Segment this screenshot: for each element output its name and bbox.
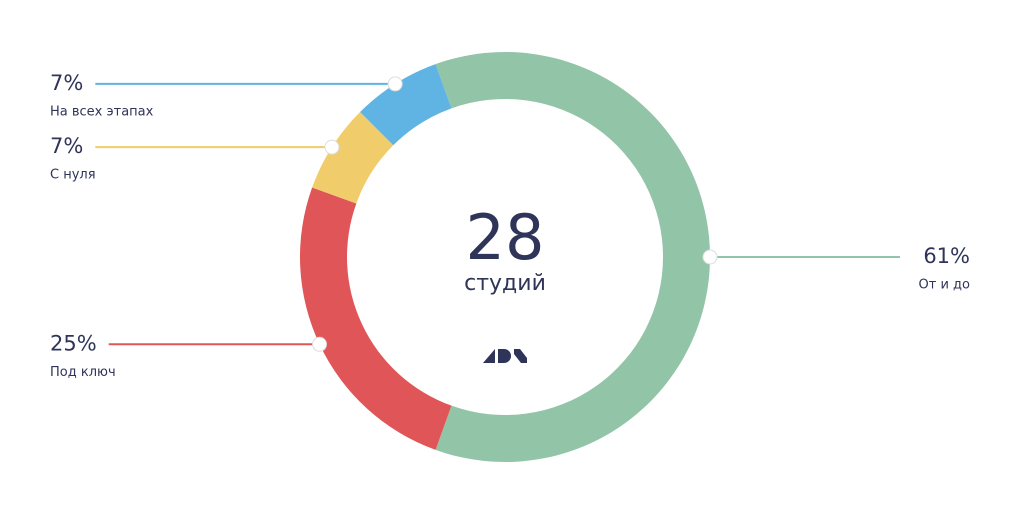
category-label: Под ключ: [50, 365, 116, 380]
leader-dot: [312, 336, 328, 352]
category-label: На всех этапах: [50, 104, 154, 119]
logo: [483, 349, 527, 363]
donut-segment: [360, 64, 452, 146]
donut-segment: [312, 112, 394, 204]
center-label: студий: [464, 271, 546, 296]
donut: [300, 52, 710, 463]
leader-dot: [324, 139, 340, 155]
value-label: 7%: [50, 71, 83, 95]
category-label: От и до: [919, 278, 971, 293]
donut-segment: [435, 52, 710, 463]
center-total: 28: [466, 201, 545, 274]
value-label: 25%: [50, 331, 97, 355]
value-label: 61%: [923, 244, 970, 268]
donut-segment: [300, 187, 452, 450]
value-label: 7%: [50, 134, 83, 158]
category-label: С нуля: [50, 168, 96, 183]
leader-dot: [387, 76, 403, 92]
leader-dot: [702, 249, 718, 265]
